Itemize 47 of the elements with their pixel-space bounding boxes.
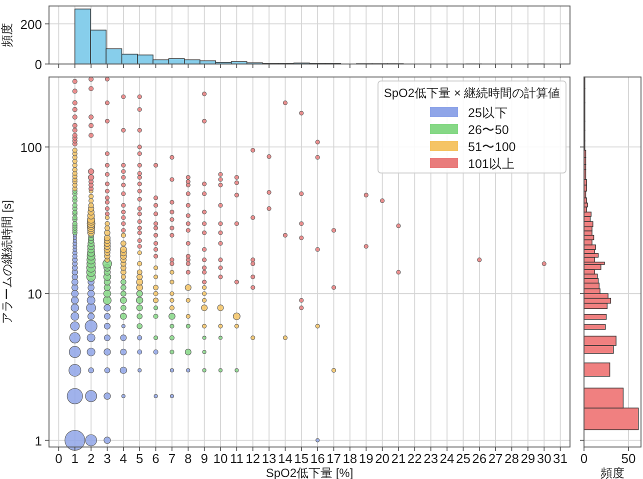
x-tick-label: 6 <box>152 451 160 466</box>
x-tick-label: 7 <box>168 451 176 466</box>
x-tick-label: 1 <box>71 451 79 466</box>
x-tick-label: 50 <box>621 451 636 466</box>
x-tick-label: 28 <box>504 451 519 466</box>
x-tick-label: 23 <box>424 451 438 466</box>
x-tick-label: 16 <box>310 451 325 466</box>
y-tick-label: 200 <box>20 16 42 32</box>
x-tick-label: 0 <box>55 451 62 466</box>
x-tick-label: 3 <box>104 451 111 466</box>
y-tick-label: 100 <box>20 140 42 155</box>
x-tick-label: 20 <box>375 451 390 466</box>
x-tick-label: 0 <box>580 451 588 466</box>
legend-label: 26〜50 <box>468 123 509 137</box>
x-tick-label: 11 <box>230 451 244 466</box>
y-axis-title: アラームの継続時間 [s] <box>0 200 14 324</box>
x-tick-label: 31 <box>553 451 568 466</box>
x-axis-title: 頻度 <box>600 466 624 479</box>
x-tick-label: 17 <box>326 451 342 466</box>
x-tick-label: 14 <box>278 451 292 466</box>
legend-label: 51〜100 <box>468 140 516 154</box>
x-tick-label: 24 <box>440 451 454 466</box>
x-tick-label: 2 <box>87 451 95 466</box>
x-tick-label: 21 <box>391 451 406 466</box>
x-tick-label: 5 <box>136 451 144 466</box>
legend-label: 101以上 <box>468 157 515 171</box>
x-tick-label: 19 <box>358 451 374 466</box>
x-tick-label: 29 <box>520 451 536 466</box>
x-tick-label: 12 <box>246 451 260 466</box>
y-axis-title: 頻度 <box>0 23 14 47</box>
x-tick-label: 9 <box>200 451 208 466</box>
x-tick-label: 13 <box>262 451 276 466</box>
x-tick-label: 10 <box>213 451 228 466</box>
x-tick-label: 26 <box>472 451 487 466</box>
x-tick-label: 22 <box>407 451 422 466</box>
x-tick-label: 8 <box>184 451 192 466</box>
x-tick-label: 27 <box>488 451 503 466</box>
legend-title: SpO2低下量 × 継続時間の計算値 <box>384 86 560 100</box>
y-tick-label: 1 <box>34 433 42 448</box>
legend-label: 25以下 <box>468 106 508 120</box>
y-tick-label: 10 <box>28 286 42 302</box>
x-tick-label: 18 <box>342 451 358 466</box>
y-tick-label: 0 <box>34 57 42 72</box>
x-tick-label: 25 <box>456 451 470 466</box>
x-tick-label: 4 <box>120 451 128 466</box>
x-tick-label: 30 <box>536 451 552 466</box>
x-tick-label: 15 <box>294 451 309 466</box>
